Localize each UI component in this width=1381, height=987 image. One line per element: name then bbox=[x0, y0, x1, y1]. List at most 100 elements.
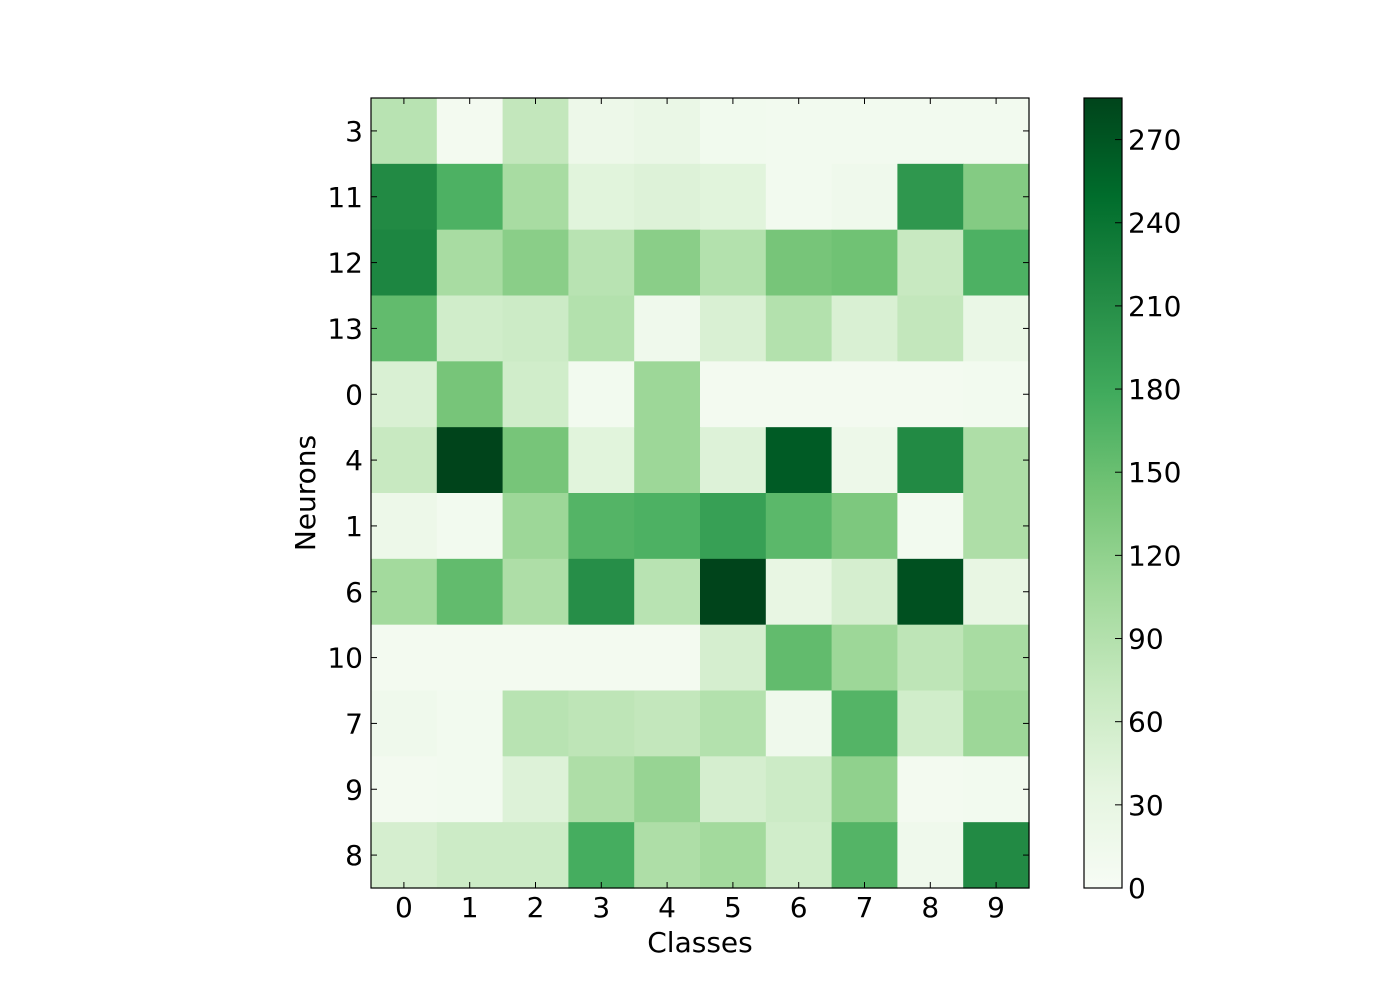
heatmap-cell bbox=[568, 295, 635, 362]
heatmap-cell bbox=[371, 427, 438, 494]
heatmap-cell bbox=[831, 361, 898, 428]
x-tick-label: 6 bbox=[790, 891, 808, 924]
colorbar-tick-label: 30 bbox=[1128, 789, 1164, 822]
heatmap-cell bbox=[765, 229, 833, 297]
heatmap-cell bbox=[897, 690, 964, 757]
heatmap-cell bbox=[634, 690, 701, 757]
heatmap-cell bbox=[831, 756, 898, 823]
heatmap-cell bbox=[831, 427, 898, 494]
heatmap-cell bbox=[371, 163, 438, 231]
heatmap-cell bbox=[765, 163, 833, 231]
heatmap-cell bbox=[634, 163, 701, 231]
heatmap-cell bbox=[568, 427, 635, 494]
heatmap-cell bbox=[568, 756, 635, 823]
colorbar-tick-label: 270 bbox=[1128, 124, 1181, 157]
heatmap-cell bbox=[831, 624, 898, 692]
x-tick-label: 0 bbox=[395, 891, 413, 924]
heatmap-cell bbox=[634, 229, 701, 297]
heatmap-cell bbox=[700, 690, 767, 757]
heatmap-cell bbox=[831, 690, 898, 757]
heatmap-cell bbox=[371, 229, 438, 297]
heatmap-cell bbox=[568, 163, 635, 231]
heatmap-cell bbox=[897, 427, 964, 494]
heatmap-cell bbox=[436, 427, 504, 494]
heatmap-cell bbox=[897, 493, 964, 560]
heatmap-cell bbox=[831, 558, 898, 626]
heatmap-cell bbox=[963, 229, 1030, 297]
heatmap-cell bbox=[502, 822, 569, 889]
heatmap-cell bbox=[831, 295, 898, 362]
heatmap-cell bbox=[700, 295, 767, 362]
heatmap-cell bbox=[765, 493, 833, 560]
y-axis: 3 11 12 13 0 4 1 6 10 7 9 8 bbox=[327, 115, 1029, 872]
colorbar-tick-label: 180 bbox=[1128, 373, 1181, 406]
heatmap-cell bbox=[502, 361, 569, 428]
heatmap-cell bbox=[634, 822, 701, 889]
heatmap-cell bbox=[568, 361, 635, 428]
heatmap-cell bbox=[568, 690, 635, 757]
heatmap-cell bbox=[502, 229, 569, 297]
heatmap-cell bbox=[963, 756, 1030, 823]
heatmap-cell bbox=[700, 98, 767, 165]
y-axis-label: Neurons bbox=[289, 435, 322, 551]
x-axis: 0 1 2 3 4 5 6 7 8 9 bbox=[395, 98, 1005, 924]
heatmap-cell bbox=[436, 295, 504, 362]
y-tick-label: 1 bbox=[345, 510, 363, 543]
heatmap-cell bbox=[831, 822, 898, 889]
y-tick-label: 3 bbox=[345, 115, 363, 148]
x-tick-label: 1 bbox=[461, 891, 479, 924]
heatmap-cell bbox=[436, 229, 504, 297]
heatmap-cell bbox=[436, 756, 504, 823]
heatmap-cell bbox=[963, 427, 1030, 494]
y-tick-label: 7 bbox=[345, 707, 363, 740]
heatmap-cell bbox=[765, 427, 833, 494]
heatmap-cell bbox=[502, 493, 569, 560]
heatmap-cell bbox=[700, 756, 767, 823]
heatmap-cell bbox=[897, 229, 964, 297]
heatmap-cell bbox=[568, 822, 635, 889]
heatmap-cell bbox=[371, 295, 438, 362]
heatmap-cell bbox=[371, 558, 438, 626]
y-tick-label: 12 bbox=[327, 247, 363, 280]
heatmap-cell bbox=[436, 493, 504, 560]
heatmap-cell bbox=[765, 756, 833, 823]
plot-frame bbox=[370, 97, 1030, 889]
heatmap-cell bbox=[831, 493, 898, 560]
heatmap-cell bbox=[436, 624, 504, 692]
x-tick-label: 3 bbox=[592, 891, 610, 924]
heatmap-cell bbox=[436, 558, 504, 626]
heatmap-cell bbox=[371, 98, 438, 165]
heatmap-cell bbox=[700, 361, 767, 428]
heatmap-cell bbox=[700, 229, 767, 297]
heatmap-cell bbox=[634, 295, 701, 362]
heatmap-cell bbox=[436, 163, 504, 231]
heatmap-cell bbox=[963, 295, 1030, 362]
heatmap-cell bbox=[897, 756, 964, 823]
heatmap-cell bbox=[634, 624, 701, 692]
heatmap-cell bbox=[502, 295, 569, 362]
heatmap-cell bbox=[568, 624, 635, 692]
heatmap-cells bbox=[371, 98, 1030, 889]
heatmap-cell bbox=[436, 98, 504, 165]
heatmap-cell bbox=[502, 558, 569, 626]
heatmap-cell bbox=[502, 624, 569, 692]
colorbar-tick-label: 150 bbox=[1128, 456, 1181, 489]
heatmap-cell bbox=[963, 493, 1030, 560]
y-tick-label: 8 bbox=[345, 839, 363, 872]
heatmap-cell bbox=[634, 493, 701, 560]
heatmap-cell bbox=[502, 690, 569, 757]
heatmap-cell bbox=[765, 361, 833, 428]
heatmap-cell bbox=[765, 558, 833, 626]
heatmap-cell bbox=[831, 229, 898, 297]
heatmap-cell bbox=[371, 624, 438, 692]
y-tick-label: 6 bbox=[345, 576, 363, 609]
heatmap-cell bbox=[700, 427, 767, 494]
heatmap-cell bbox=[436, 690, 504, 757]
y-tick-label: 9 bbox=[345, 773, 363, 806]
heatmap-cell bbox=[568, 98, 635, 165]
x-tick-label: 4 bbox=[658, 891, 676, 924]
heatmap-cell bbox=[436, 361, 504, 428]
heatmap-cell bbox=[568, 493, 635, 560]
colorbar-tick-label: 0 bbox=[1128, 872, 1146, 905]
